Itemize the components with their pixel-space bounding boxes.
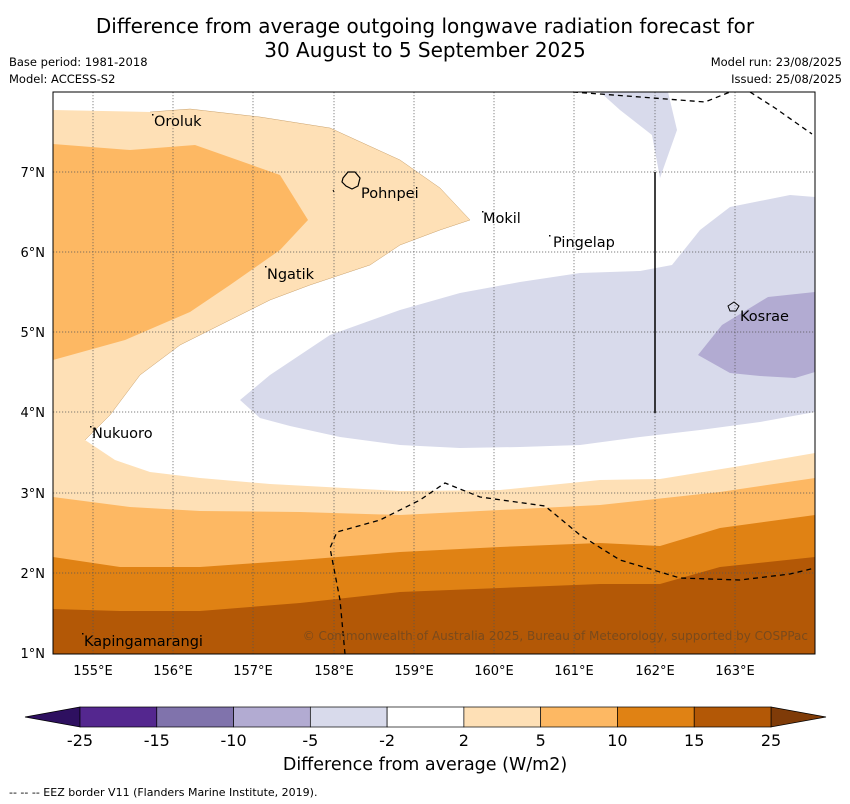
colorbar-box [540,706,618,728]
lon-tick-label: 158°E [314,664,354,679]
contour-neg2-neg5 [240,195,815,448]
lon-tick-label: 155°E [73,664,113,679]
lat-tick-label: 3°N [21,487,46,502]
place-label-nukuoro: Nukuoro [92,426,153,442]
colorbar-box [386,706,465,728]
lon-tick-label: 161°E [554,664,594,679]
pohnpei-islet [332,189,335,193]
lat-tick-label: 2°N [21,567,46,582]
contour-neg2-neg5-north [600,92,677,178]
colorbar-box [309,706,388,728]
meta-left: Base period: 1981-2018 Model: ACCESS-S2 [9,54,148,88]
place-label-kapingamarangi: Kapingamarangi [84,634,203,650]
colorbar-tick-label: 25 [761,731,781,750]
colorbar-tick-label: 5 [536,731,546,750]
place-label-oroluk: Oroluk [154,114,202,130]
contour-5-10 [53,144,308,360]
colorbar-box [233,706,311,728]
map-frame [52,91,816,655]
contour-edge-2 [84,108,471,441]
colorbar-tick-label: -2 [379,731,395,750]
lon-tick-label: 157°E [233,664,273,679]
meta-right: Model run: 23/08/2025 Issued: 25/08/2025 [711,54,842,88]
lon-tick-label: 160°E [474,664,514,679]
kosrae-island-icon [727,301,740,312]
lat-tick-label: 5°N [21,326,46,341]
model-name: Model: ACCESS-S2 [9,72,116,86]
base-period: Base period: 1981-2018 [9,55,148,69]
colorbar-box [617,706,695,728]
place-label-mokil: Mokil [483,211,521,227]
lat-tick-label: 1°N [21,647,46,662]
gridlines [53,92,815,654]
title-line-2: 30 August to 5 September 2025 [264,38,586,62]
place-label-kosrae: Kosrae [740,309,789,325]
colorbar-title: Difference from average (W/m2) [282,755,568,775]
pohnpei-island-icon [341,171,361,190]
lat-tick-label: 4°N [21,406,46,421]
colorbar-tick-label: 2 [459,731,469,750]
lat-tick-label: 6°N [21,246,46,261]
copyright-notice: © Commonwealth of Australia 2025, Bureau… [303,629,808,643]
island-dots [82,114,551,635]
colorbar-box [156,706,234,728]
colorbar-tick-label: -5 [302,731,318,750]
colorbar-box [79,706,158,728]
issued-date: Issued: 25/08/2025 [731,72,842,86]
lon-tick-label: 156°E [153,664,193,679]
chart-title: Difference from average outgoing longwav… [0,14,850,62]
lon-tick-label: 159°E [394,664,434,679]
place-label-ngatik: Ngatik [267,267,315,283]
lat-tick-label: 7°N [21,166,46,181]
contour-neg5-neg10 [698,292,815,378]
anomaly-field [53,92,815,654]
place-label-pohnpei: Pohnpei [361,186,419,202]
lon-tick-label: 163°E [715,664,755,679]
colorbar-tick-label: -15 [144,731,170,750]
model-run: Model run: 23/08/2025 [710,55,842,69]
lon-tick-label: 162°E [635,664,675,679]
place-label-pingelap: Pingelap [553,235,615,251]
colorbar-tick-label: 10 [607,731,627,750]
colorbar-tick-label: -25 [67,731,93,750]
colorbar-box [693,706,772,728]
colorbar-extend-low [24,706,81,728]
contour-15-25 [53,557,815,654]
colorbar-tick-label: 15 [684,731,704,750]
colorbar-extend-high [770,706,827,728]
eez-footnote: -- -- -- EEZ border V11 (Flanders Marine… [9,786,318,799]
colorbar: -25 -15 -10 -5 -2 2 5 10 15 25 [24,706,827,750]
eez-borders [329,91,816,655]
colorbar-tick-label: -10 [220,731,246,750]
title-line-1: Difference from average outgoing longwav… [95,14,755,38]
colorbar-box [463,706,542,728]
